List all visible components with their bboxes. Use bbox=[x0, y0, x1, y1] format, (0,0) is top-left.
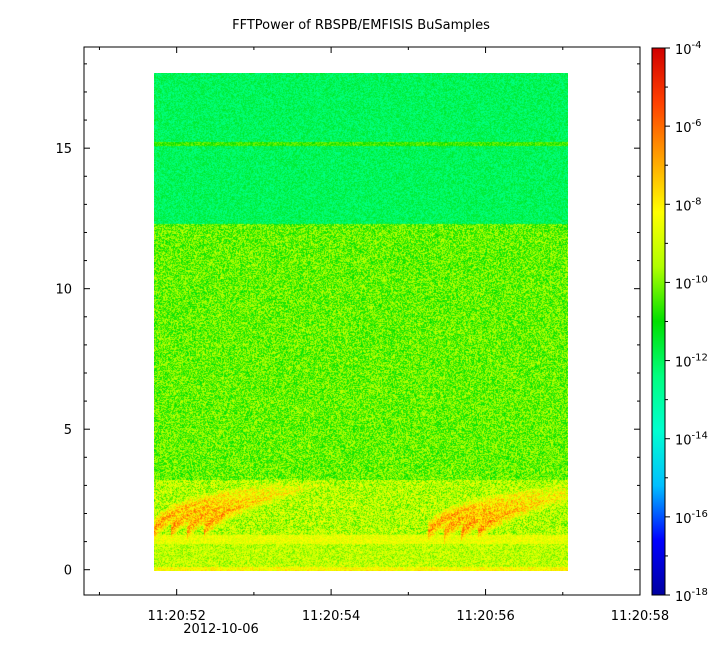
y-tick-label: 0 bbox=[64, 564, 72, 579]
x-tick-label: 11:20:54 bbox=[302, 609, 360, 624]
colorbar bbox=[651, 47, 666, 596]
y-axis: 0 5 10 15 bbox=[55, 63, 640, 579]
x-tick-label: 11:20:52 bbox=[147, 609, 205, 624]
spectrogram-raster bbox=[154, 73, 568, 571]
x-tick-label: 11:20:58 bbox=[611, 609, 669, 624]
colorbar-tick-label: 10-10 bbox=[675, 274, 708, 292]
y-tick-label: 10 bbox=[55, 283, 72, 298]
colorbar-ticks: 10-4 10-6 10-8 10-10 10-12 10-14 10-16 10-18 bbox=[665, 40, 708, 605]
colorbar-tick-label: 10-12 bbox=[675, 353, 708, 371]
x-date-label: 2012-10-06 bbox=[183, 622, 259, 637]
colorbar-tick-label: 10-14 bbox=[675, 431, 708, 449]
colorbar-tick-label: 10-6 bbox=[675, 118, 702, 136]
colorbar-tick-label: 10-18 bbox=[675, 587, 708, 605]
colorbar-tick-label: 10-8 bbox=[675, 196, 702, 214]
colorbar-tick-label: 10-4 bbox=[675, 40, 702, 58]
colorbar-tick-label: 10-16 bbox=[675, 509, 708, 527]
x-tick-label: 11:20:56 bbox=[456, 609, 514, 624]
x-axis: 11:20:52 11:20:54 11:20:56 11:20:58 bbox=[98, 47, 669, 624]
y-tick-label: 5 bbox=[64, 423, 72, 438]
y-tick-label: 15 bbox=[55, 142, 72, 157]
chart-title: FFTPower of RBSPB/EMFISIS BuSamples bbox=[232, 18, 490, 33]
